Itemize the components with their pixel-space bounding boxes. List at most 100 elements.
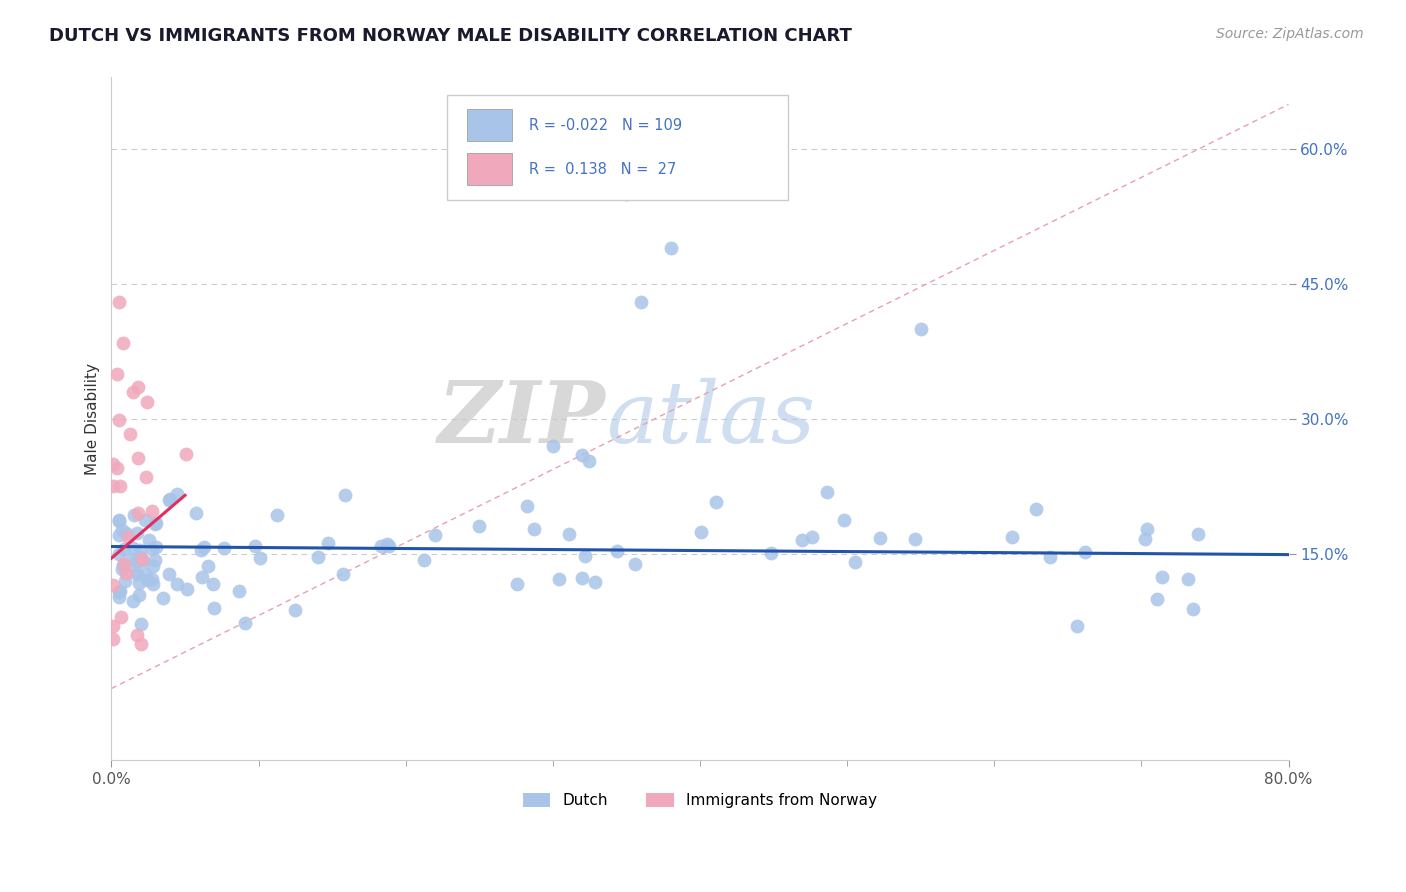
Point: [101, 577, 124, 591]
Point: [107, 512, 129, 526]
Legend: Dutch, Immigrants from Norway: Dutch, Immigrants from Norway: [517, 787, 883, 814]
Text: ZIP: ZIP: [437, 377, 606, 460]
Point: [201, 577, 224, 591]
Point: [228, 584, 250, 599]
Point: [135, 470, 157, 484]
Point: [233, 615, 256, 630]
Point: [375, 537, 398, 551]
Point: [243, 539, 266, 553]
Point: [138, 533, 160, 547]
Point: [118, 426, 141, 441]
Point: [1136, 522, 1159, 536]
Point: [132, 554, 155, 568]
Point: [152, 591, 174, 606]
Point: [111, 558, 134, 572]
Point: [112, 335, 135, 350]
Point: [1066, 618, 1088, 632]
Point: [1187, 526, 1209, 541]
Point: [704, 495, 727, 509]
Point: [143, 516, 166, 531]
Point: [122, 508, 145, 522]
Point: [117, 530, 139, 544]
Point: [541, 439, 564, 453]
Point: [122, 384, 145, 399]
Point: [127, 506, 149, 520]
Point: [176, 447, 198, 461]
Point: [844, 556, 866, 570]
Point: [145, 516, 167, 531]
Point: [129, 637, 152, 651]
Point: [583, 574, 606, 589]
Point: [114, 525, 136, 540]
Point: [904, 532, 927, 546]
Point: [127, 380, 149, 394]
Point: [571, 448, 593, 462]
Point: [1001, 531, 1024, 545]
Point: [834, 513, 856, 527]
Y-axis label: Male Disability: Male Disability: [86, 363, 100, 475]
FancyBboxPatch shape: [447, 95, 789, 201]
Point: [112, 557, 135, 571]
Point: [316, 536, 339, 550]
Point: [101, 479, 124, 493]
Point: [107, 295, 129, 310]
Point: [108, 584, 131, 599]
Point: [197, 558, 219, 573]
Point: [141, 542, 163, 557]
Point: [157, 492, 180, 507]
Text: Source: ZipAtlas.com: Source: ZipAtlas.com: [1216, 27, 1364, 41]
Point: [307, 550, 329, 565]
Point: [761, 546, 783, 560]
Point: [143, 553, 166, 567]
Point: [142, 577, 165, 591]
Point: [112, 541, 135, 556]
Point: [266, 508, 288, 523]
Point: [107, 585, 129, 599]
Point: [790, 533, 813, 548]
Point: [157, 566, 180, 581]
Point: [910, 322, 932, 336]
Point: [159, 492, 181, 507]
Point: [136, 394, 159, 409]
Point: [624, 557, 647, 571]
Point: [134, 513, 156, 527]
Point: [108, 413, 131, 427]
Point: [332, 566, 354, 581]
Point: [125, 553, 148, 567]
Point: [558, 526, 581, 541]
Point: [574, 549, 596, 563]
Point: [101, 618, 124, 632]
Point: [145, 540, 167, 554]
Point: [107, 590, 129, 604]
Point: [202, 601, 225, 615]
Point: [134, 566, 156, 581]
Point: [378, 539, 401, 553]
Point: [191, 570, 214, 584]
Point: [249, 550, 271, 565]
Point: [578, 453, 600, 467]
Point: [127, 451, 149, 466]
Point: [505, 577, 527, 591]
Point: [335, 488, 357, 502]
Point: [114, 574, 136, 589]
Point: [129, 550, 152, 565]
Point: [606, 543, 628, 558]
Point: [690, 525, 713, 540]
Point: [105, 367, 128, 381]
Point: [124, 564, 146, 578]
Point: [141, 572, 163, 586]
Point: [142, 558, 165, 573]
Point: [423, 528, 446, 542]
Point: [815, 484, 838, 499]
Point: [370, 540, 392, 554]
Point: [523, 522, 546, 536]
Point: [468, 519, 491, 533]
Point: [1181, 602, 1204, 616]
Point: [128, 576, 150, 591]
Point: [110, 610, 132, 624]
Point: [122, 594, 145, 608]
Point: [127, 526, 149, 541]
Point: [186, 506, 208, 520]
Point: [516, 499, 538, 513]
Point: [111, 562, 134, 576]
